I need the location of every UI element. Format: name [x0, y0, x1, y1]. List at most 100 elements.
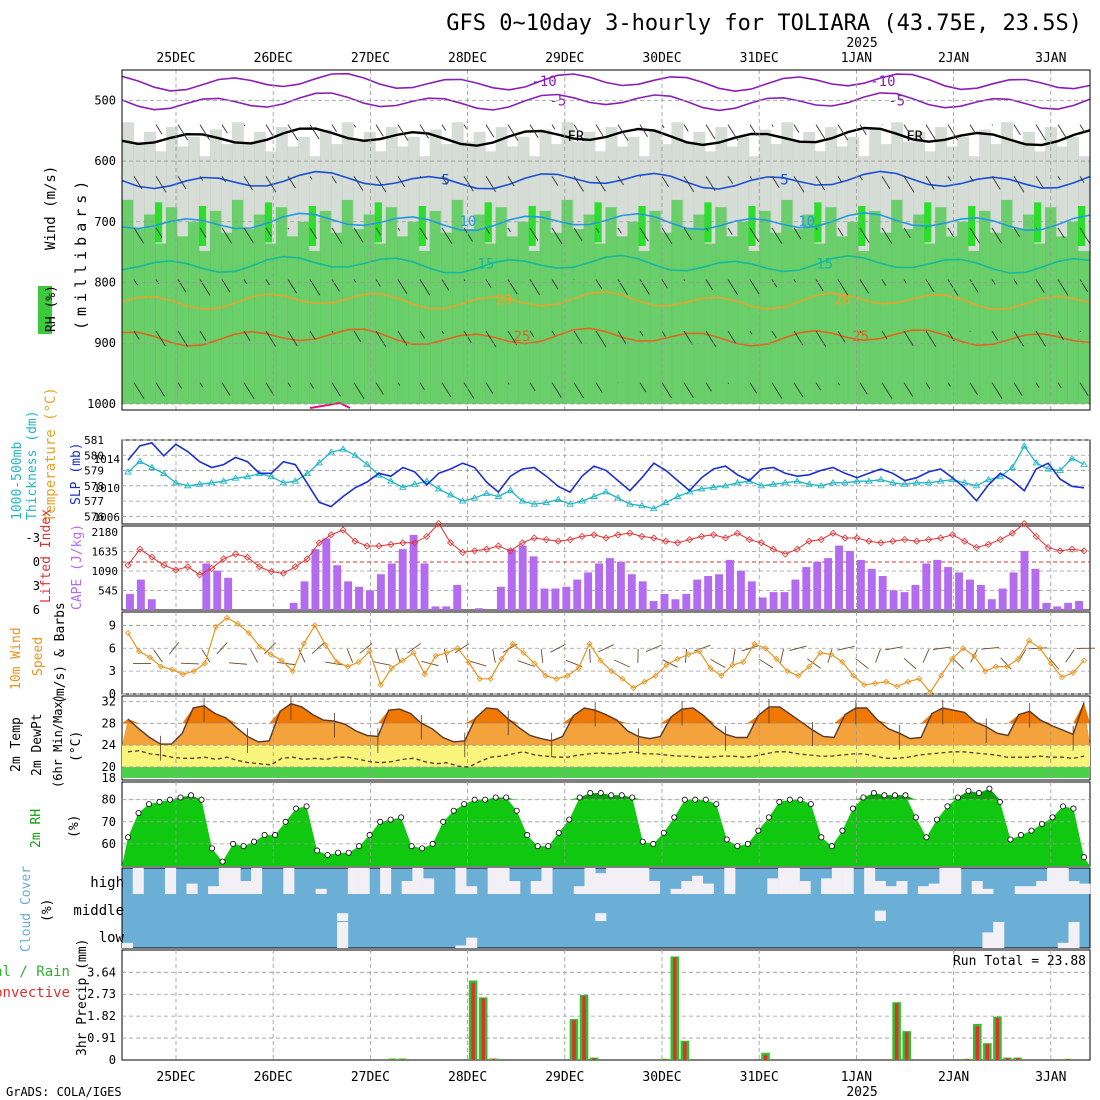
thickness-slp-series	[124, 442, 1088, 512]
rh-cell	[440, 232, 453, 404]
lifted-index-point	[614, 531, 622, 539]
wind-speed-point	[685, 651, 692, 658]
rh2m-point	[986, 785, 993, 792]
rh-cell	[143, 214, 156, 404]
lifted-index-point	[1068, 545, 1076, 553]
wind-speed-point	[861, 681, 868, 688]
lifted-index-point	[901, 536, 909, 544]
wind-barb	[661, 382, 672, 399]
surface-wind-barb	[855, 658, 869, 669]
thickness-point	[853, 477, 861, 484]
cape-bar	[1042, 602, 1051, 610]
upper-air-y-ticks: 500 600 700 800 900 1000	[87, 93, 116, 411]
rh-cell	[176, 236, 189, 404]
wind-barb	[991, 382, 1003, 399]
cloud-block	[767, 878, 779, 894]
rh2m-point	[198, 796, 205, 803]
rh-cell	[308, 206, 317, 246]
wind-speed-point	[608, 668, 615, 675]
tick-label: 1.82	[87, 1009, 116, 1023]
isotherm-line	[121, 170, 1091, 190]
lifted-index-line	[127, 522, 1085, 576]
wind-barb	[155, 330, 166, 347]
rh2m-point	[818, 834, 825, 841]
cloud-block	[950, 868, 962, 894]
rh-cell	[330, 232, 343, 404]
wind-barb	[705, 382, 712, 392]
wind-barb	[375, 124, 384, 137]
thickness-point	[470, 494, 479, 501]
rh-cell	[880, 232, 893, 404]
wind-barb	[749, 382, 757, 394]
isotherm-line	[121, 72, 1091, 93]
wind-barb	[859, 176, 863, 181]
cloud-block	[692, 875, 704, 894]
rh2m-point	[398, 814, 405, 821]
thickness-point	[219, 477, 228, 484]
wind-barb	[529, 227, 539, 241]
cloud-block	[498, 868, 510, 894]
precip-convective-bar	[572, 1020, 576, 1060]
lifted-index-point	[817, 536, 825, 544]
rh-cell	[1045, 207, 1058, 404]
precip-convective-bar	[662, 1059, 667, 1060]
wind-barb	[1013, 279, 1018, 285]
cloud-block	[638, 868, 650, 894]
wind-barb	[419, 330, 425, 339]
rh2m-point	[702, 796, 709, 803]
temp-label-b: 2m DewPt	[30, 713, 45, 776]
precip-unit-label: 3hr Precip (mm)	[75, 939, 90, 1056]
thickness-point	[697, 484, 706, 492]
wind-barb	[353, 176, 364, 191]
wind-speed-point	[388, 665, 395, 672]
isotherm-line	[121, 327, 1091, 347]
surface-wind-barb	[229, 662, 247, 665]
rh2m-point	[251, 838, 258, 845]
rh2m-point	[471, 796, 478, 803]
temp-band	[122, 745, 1090, 768]
cape-bar	[660, 593, 669, 610]
wind-barb	[287, 279, 297, 294]
wind-barb	[441, 227, 453, 245]
wind-speed-point	[410, 649, 417, 656]
precip-convective-bar	[985, 1044, 990, 1060]
wind-barb	[617, 330, 627, 345]
wind-barb	[595, 279, 603, 290]
rh-cell	[451, 199, 464, 404]
rh2m-point	[555, 829, 562, 836]
lifted-index-point	[482, 545, 491, 553]
wind-barb	[551, 227, 563, 245]
date-label-bottom: 3JAN	[1035, 1070, 1066, 1085]
wind-speed-point	[1058, 674, 1066, 681]
wind-barb	[287, 382, 292, 388]
date-label-bottom: 25DEC	[156, 1070, 195, 1085]
wind-barb	[1035, 330, 1046, 347]
surface-wind-barb	[250, 649, 258, 663]
run-total-label: Run Total = 23.88	[953, 954, 1086, 969]
surface-wind-barb	[540, 648, 544, 663]
cape-bar	[1053, 606, 1062, 610]
wind-barb	[793, 279, 796, 283]
rh-field	[122, 122, 1090, 404]
lifted-index-point	[960, 537, 969, 545]
surface-wind-barb	[789, 645, 807, 651]
wind-barb	[595, 124, 605, 139]
wind-barb	[947, 227, 955, 238]
wind-barb	[441, 382, 452, 398]
lifted-index-point	[937, 534, 945, 542]
wind-speed-point	[597, 657, 604, 664]
rh2m-point	[293, 805, 300, 812]
wind-barb	[551, 124, 556, 130]
wind-barb	[287, 330, 298, 347]
date-label-top: 2JAN	[938, 51, 969, 66]
date-label-top: 28DEC	[448, 51, 487, 66]
cape-bar	[987, 599, 996, 610]
wind-speed-point	[476, 675, 483, 682]
isotherm-line	[121, 126, 1091, 147]
surface-wind-barb	[346, 649, 354, 663]
wind-speed-point	[168, 666, 176, 673]
cloud-block	[1057, 942, 1069, 948]
wind-barb	[661, 330, 666, 337]
